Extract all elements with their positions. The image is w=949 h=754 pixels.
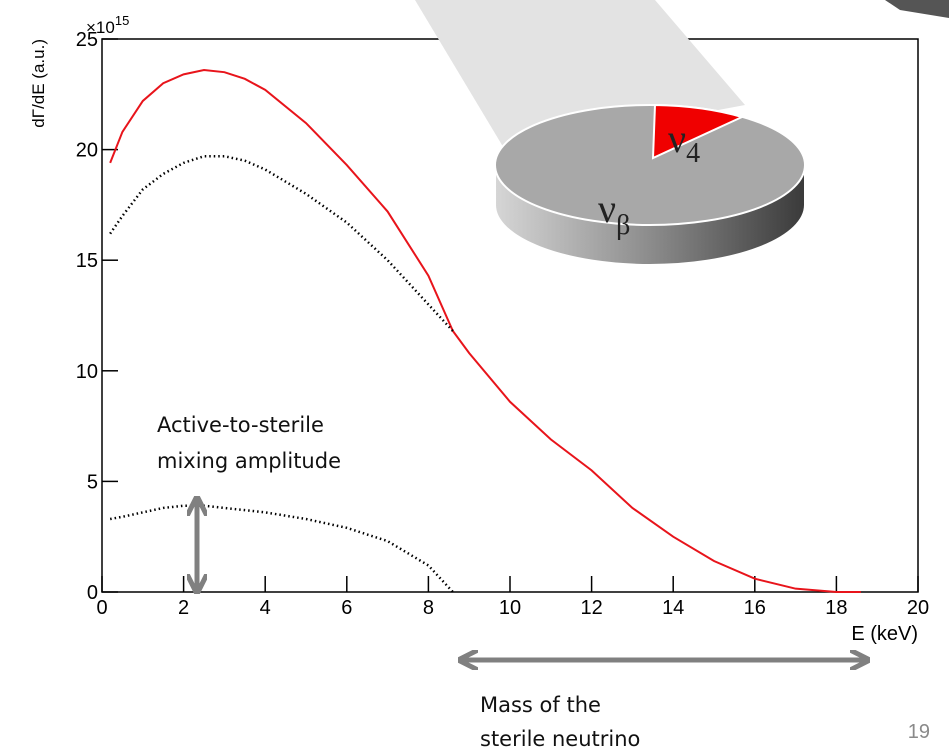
- x-axis-label: E (keV): [851, 623, 918, 645]
- y-axis-label: dΓ/dE (a.u.): [29, 39, 48, 128]
- y-multiplier: ×1015: [86, 13, 129, 37]
- annotation: mixing amplitude: [157, 449, 341, 473]
- x-tick-label: 4: [260, 597, 271, 619]
- x-tick-label: 10: [499, 597, 521, 619]
- data-line: [109, 154, 454, 332]
- y-tick-label: 15: [76, 250, 98, 272]
- corner-shape: [885, 0, 949, 18]
- pie-label: ν4: [668, 116, 700, 169]
- pie-slice: [651, 103, 745, 160]
- y-multiplier-base: ×10: [86, 18, 115, 37]
- x-tick-label: 12: [580, 597, 602, 619]
- x-tick-label: 6: [341, 597, 352, 619]
- annotation: Mass of the: [480, 693, 601, 717]
- y-tick-label: 25: [76, 29, 98, 51]
- y-tick-label: 5: [87, 471, 98, 493]
- x-tick-label: 2: [178, 597, 189, 619]
- pie-label: νβ: [598, 186, 630, 241]
- x-tick-label: 14: [662, 597, 684, 619]
- y-tick-label: 0: [87, 582, 98, 604]
- x-tick-label: 18: [825, 597, 847, 619]
- plot: 0 2 4 6 8 10 12 14 16 18 20 0 5 10 15 20 25 E (keV) dΓ/dE …: [29, 13, 929, 645]
- data-line: [109, 68, 861, 593]
- x-tick-label: 0: [96, 597, 107, 619]
- x-tick-label: 20: [907, 597, 929, 619]
- page-number: 19: [908, 721, 930, 743]
- y-tick-label: 10: [76, 361, 98, 383]
- pie-top: [494, 104, 806, 226]
- annotation: Active-to-sterile: [157, 413, 324, 437]
- x-tick-label: 8: [423, 597, 434, 619]
- data-line: [109, 504, 454, 593]
- y-multiplier-exponent: 15: [115, 13, 129, 28]
- x-tick-label: 16: [744, 597, 766, 619]
- annotation: sterile neutrino: [480, 727, 640, 751]
- y-tick-label: 20: [76, 140, 98, 162]
